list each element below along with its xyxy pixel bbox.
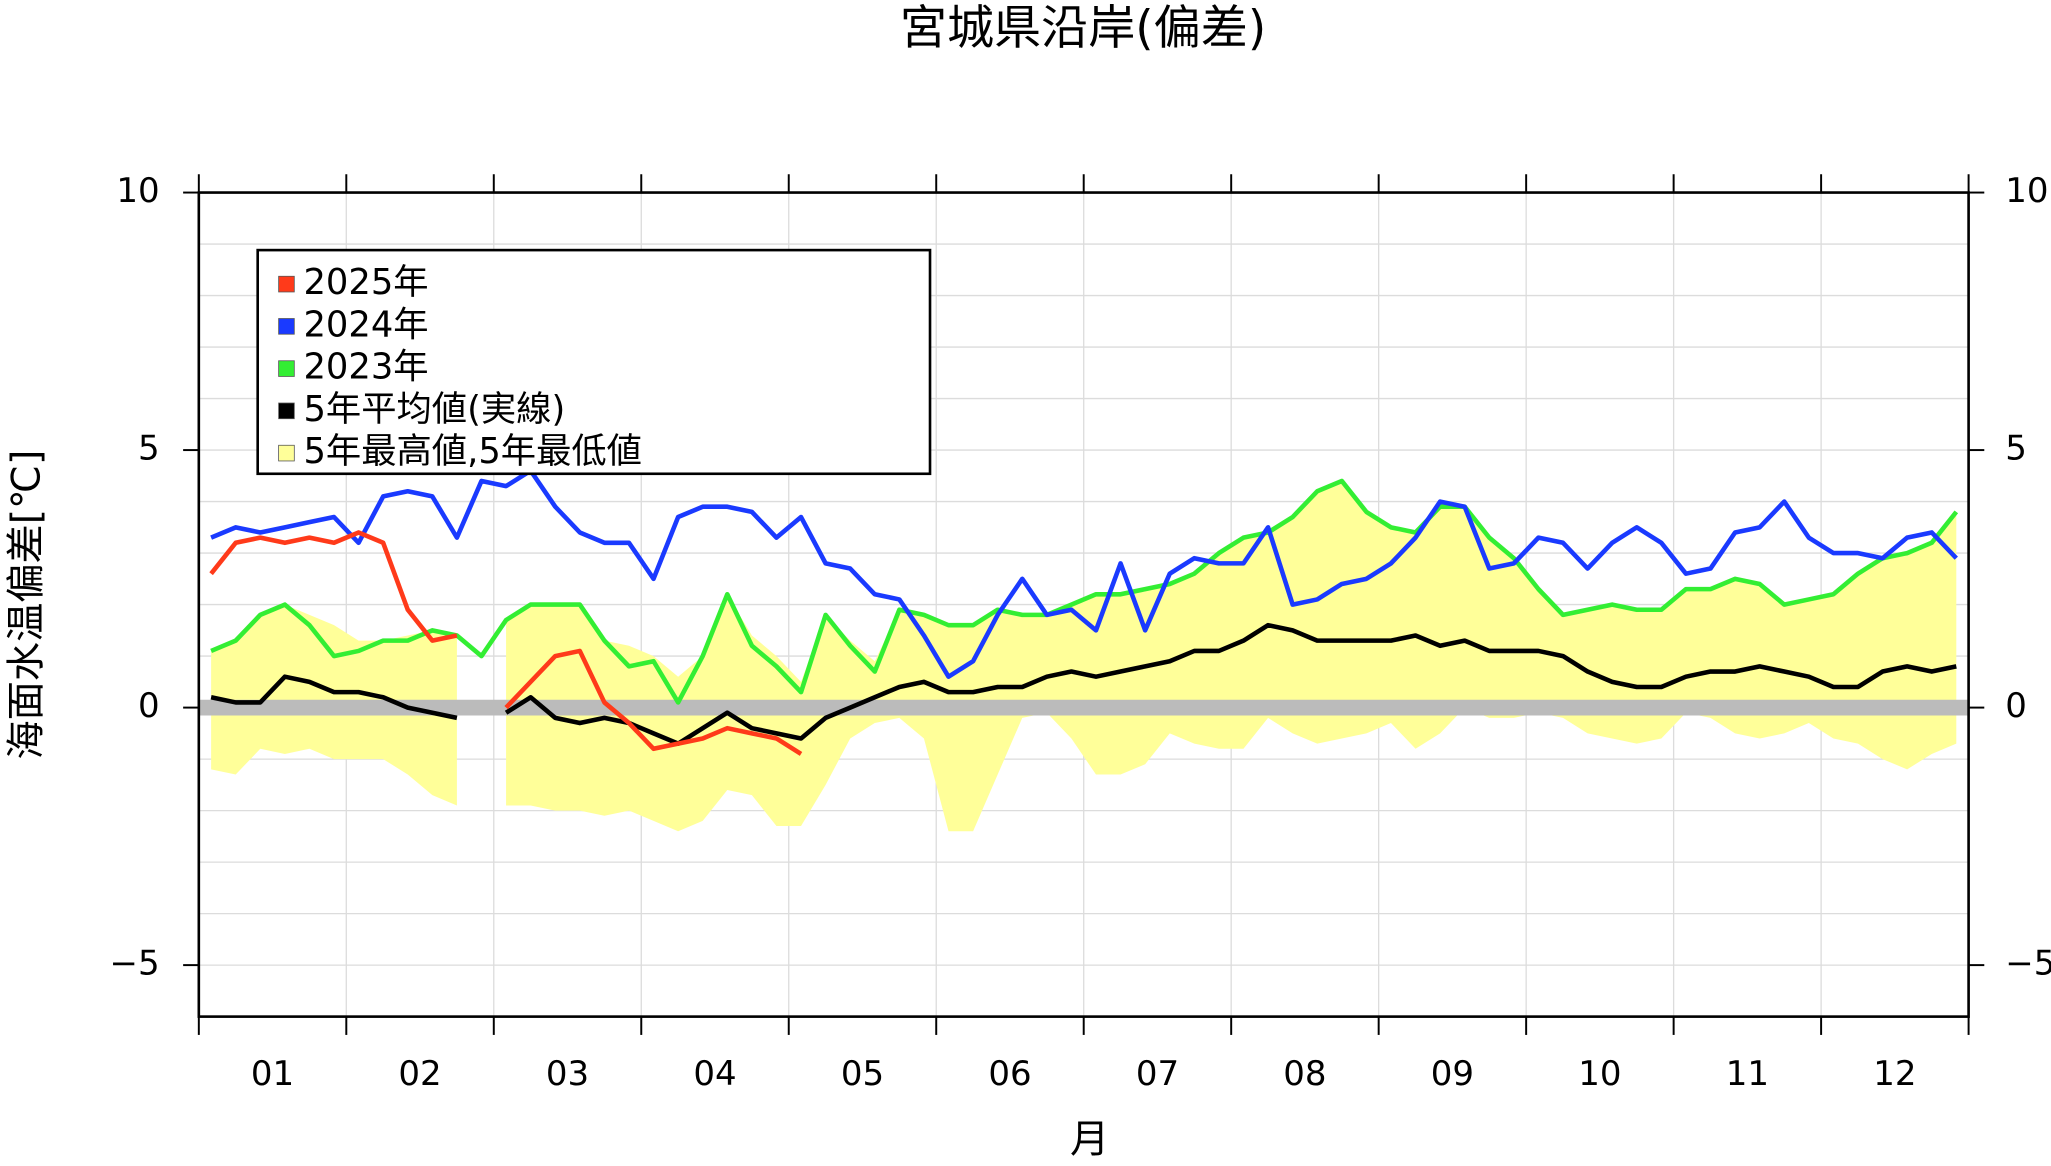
range-band [506,480,1957,832]
legend-label: 5年最高値,5年最低値 [303,431,642,472]
series-line [210,468,1958,679]
x-tick-label: 10 [1578,1054,1621,1094]
x-tick-label: 12 [1873,1054,1916,1094]
y-tick-label: 5 [138,429,160,469]
x-tick-label: 09 [1431,1054,1474,1094]
legend-swatch [278,275,295,293]
x-tick-label: 08 [1283,1054,1326,1094]
y-axis-label: 海面水温偏差[℃] [4,450,49,760]
y-tick-label-right: 10 [2005,171,2048,211]
x-tick-label: 05 [841,1054,884,1094]
y-tick-label-right: −5 [2005,944,2051,984]
legend-swatch [278,360,295,377]
y-tick-label-right: 5 [2005,429,2027,469]
chart-title: 宮城県沿岸(偏差) [900,1,1266,56]
plot-frame [197,191,1970,1018]
legend-swatch [278,444,295,462]
y-tick-label-right: 0 [2005,686,2027,726]
legend-label: 2025年 [303,262,428,303]
series-line [210,478,1959,705]
legend-label: 2023年 [303,347,428,388]
x-tick-label: 01 [251,1054,294,1094]
x-tick-label: 02 [398,1054,441,1094]
legend-swatch [278,318,295,335]
legend-box [256,248,932,476]
legend-label: 5年平均値(実線) [303,389,565,430]
x-tick-label: 06 [988,1054,1031,1094]
legend-label: 2024年 [303,304,428,345]
legend-swatch [278,402,295,420]
y-tick-label: 0 [138,686,160,726]
series-line [209,530,803,756]
series-line [210,622,1957,746]
y-tick-label: 10 [116,171,159,211]
x-tick-label: 07 [1136,1054,1179,1094]
x-tick-label: 11 [1726,1054,1769,1094]
y-tick-label: −5 [109,944,159,984]
x-axis-label: 月 [1070,1118,1109,1163]
x-tick-label: 04 [693,1054,736,1094]
x-tick-label: 03 [546,1054,589,1094]
